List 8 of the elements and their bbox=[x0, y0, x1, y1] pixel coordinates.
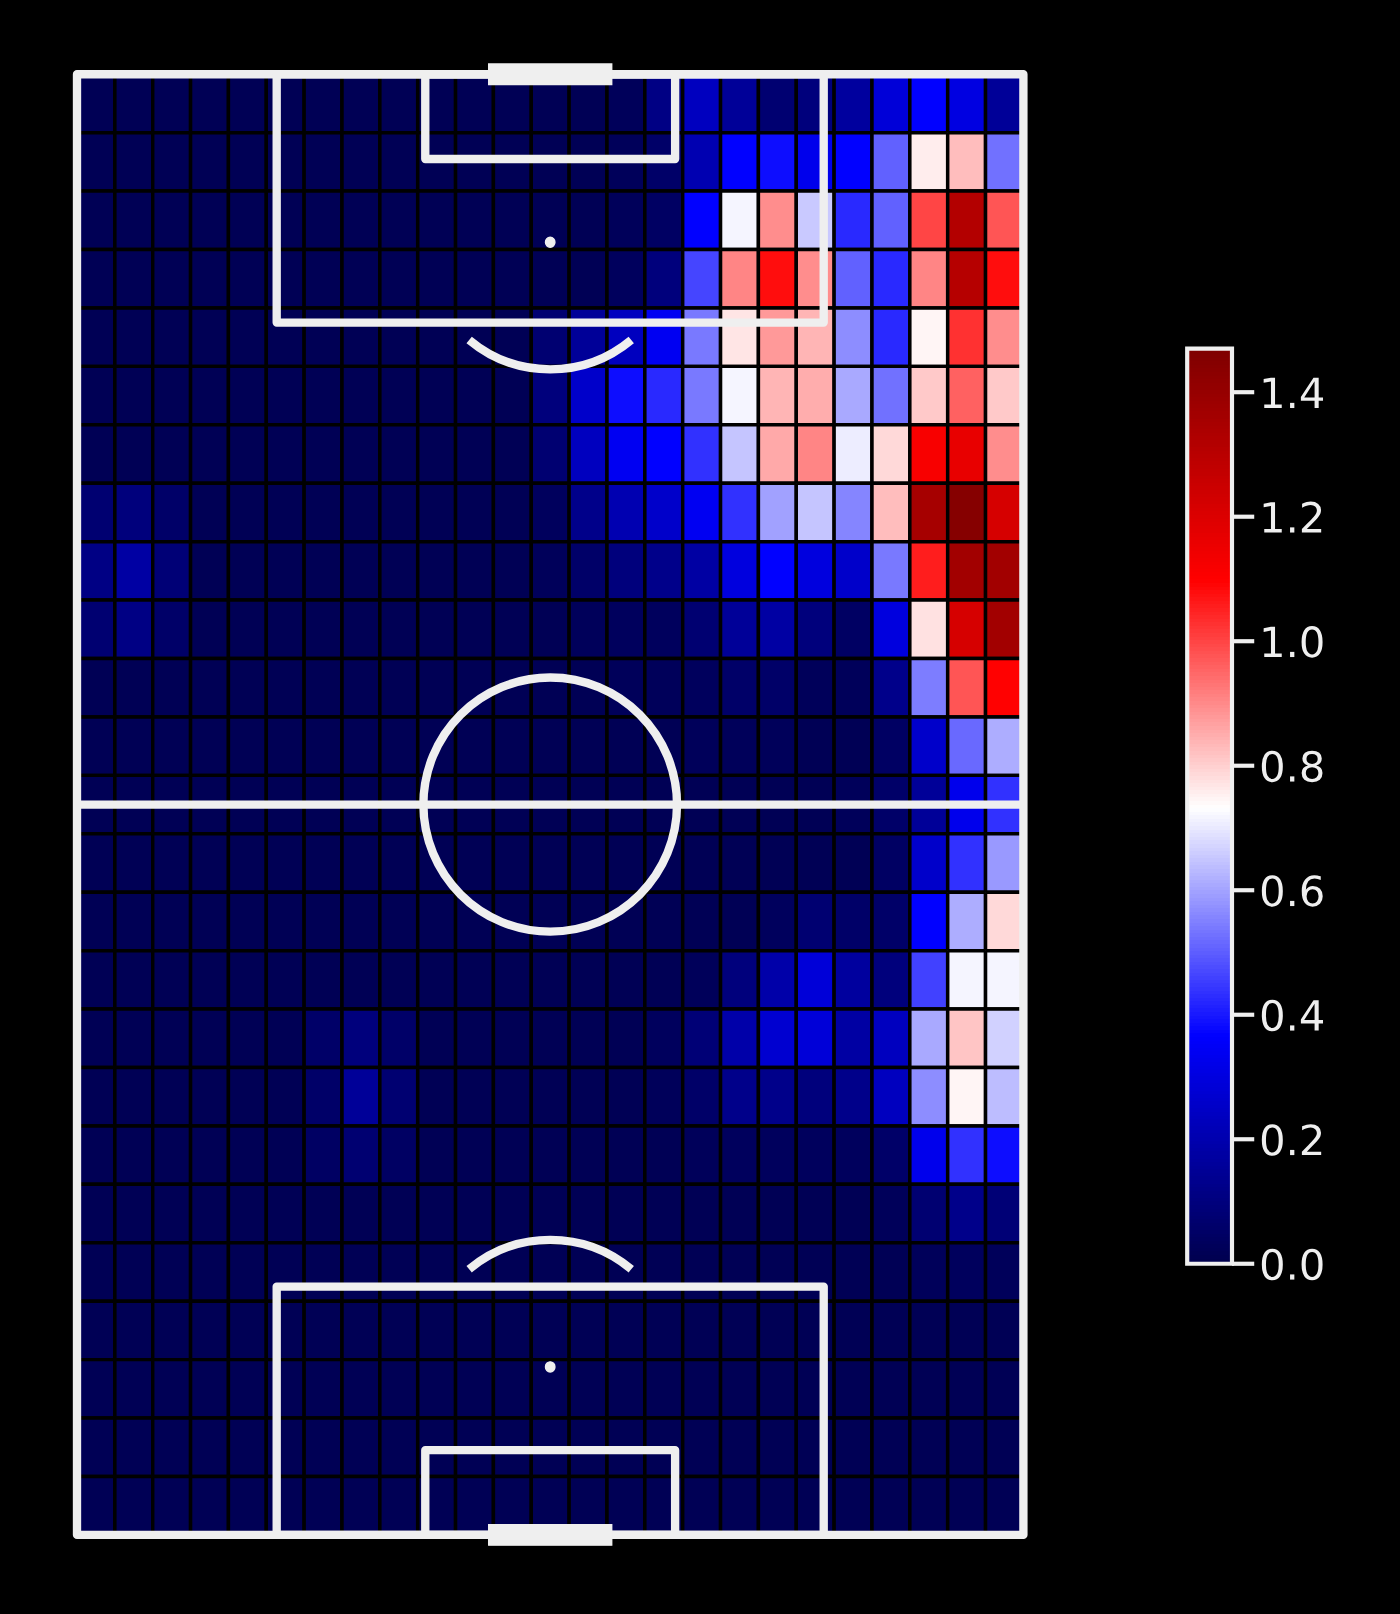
color-bar-label: 0.6 bbox=[1261, 875, 1323, 907]
color-bar-label: 0.8 bbox=[1261, 750, 1323, 783]
color-bar-label: 0.0 bbox=[1261, 1248, 1323, 1281]
color-bar-label: 1.0 bbox=[1263, 626, 1323, 658]
color-bar-label: 1.2 bbox=[1263, 501, 1322, 533]
color-bar-label: 0.2 bbox=[1261, 1124, 1322, 1156]
color-bar-label: 0.4 bbox=[1261, 999, 1324, 1032]
color-bar-label: 1.4 bbox=[1263, 377, 1324, 409]
